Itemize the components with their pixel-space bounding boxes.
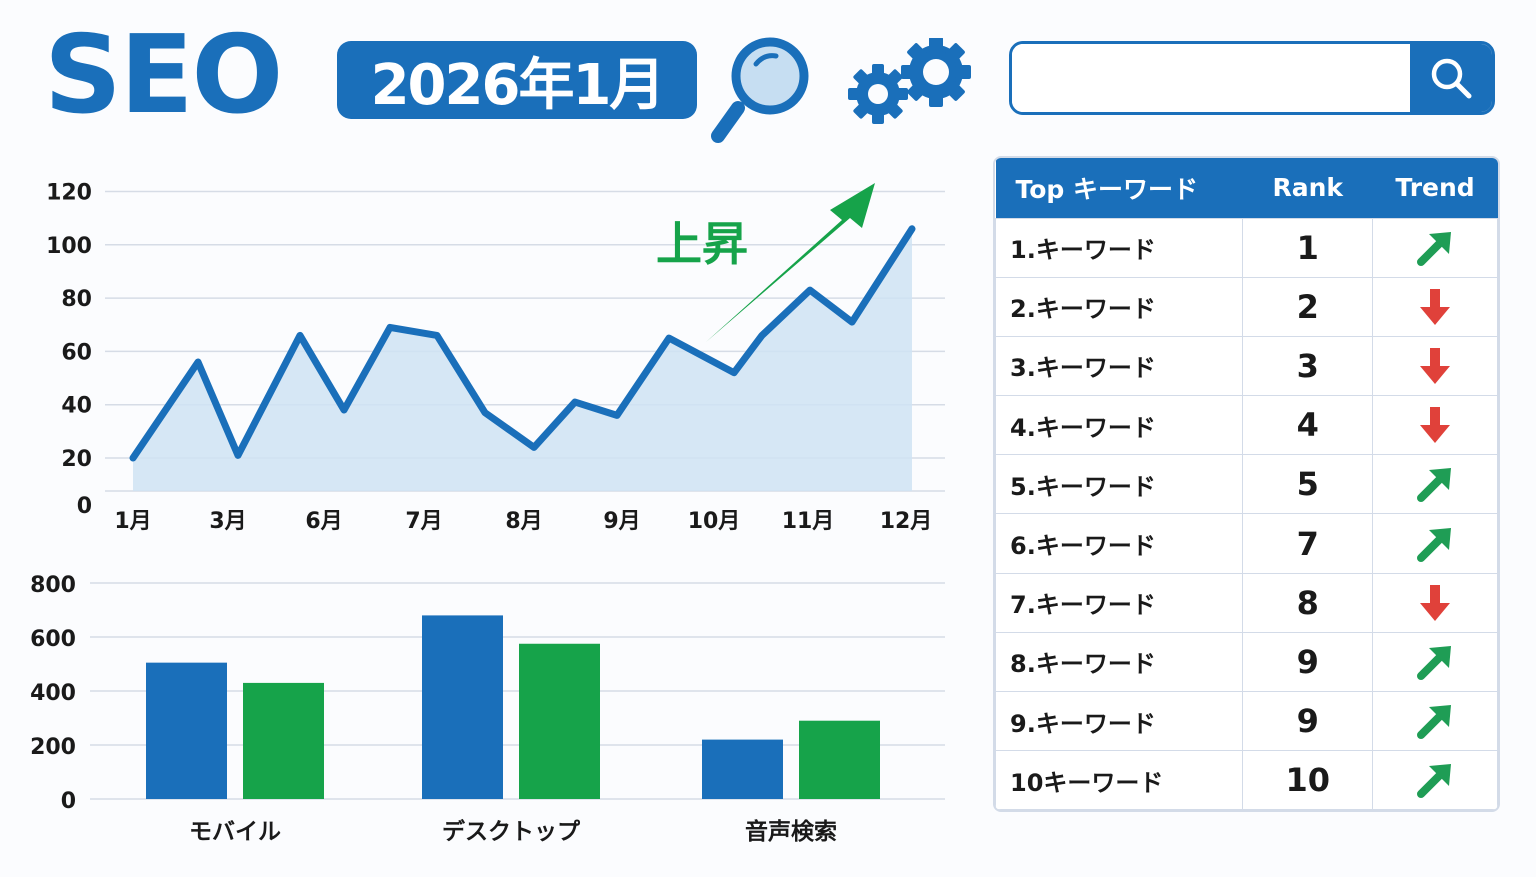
keyword-cell: 9.キーワード	[995, 690, 1244, 752]
table-row[interactable]: 1.キーワード 1	[995, 217, 1498, 278]
y-tick-label: 0	[77, 494, 92, 519]
rank-cell: 4	[1242, 395, 1374, 456]
y-tick-label: 200	[30, 735, 76, 760]
x-tick-label: 10月	[688, 509, 741, 534]
x-tick-label: 7月	[405, 509, 442, 534]
rank-cell: 1	[1242, 217, 1374, 278]
trend-up-arrow-icon	[1417, 764, 1452, 799]
rank-cell: 10	[1242, 750, 1374, 811]
keyword-cell: 8.キーワード	[995, 631, 1244, 693]
rank-cell: 8	[1242, 572, 1374, 633]
x-tick-label: 12月	[880, 509, 933, 534]
keyword-cell: 6.キーワード	[995, 513, 1244, 574]
table-row[interactable]: 8.キーワード 9	[995, 631, 1498, 693]
header-rank[interactable]: Rank	[1242, 158, 1373, 218]
table-row[interactable]: 10キーワード 10	[995, 750, 1498, 811]
trend-down-arrow-icon	[1420, 584, 1451, 621]
trend-cell	[1372, 335, 1498, 397]
category-label: モバイル	[189, 819, 281, 845]
bar	[243, 682, 324, 799]
y-tick-label: 120	[46, 181, 92, 206]
rank-cell: 3	[1242, 335, 1374, 397]
trend-up-arrow-icon	[1417, 231, 1452, 266]
device-bar-chart: 0 200 400 600 800 モバイル デスクトップ 音声検索	[30, 573, 945, 845]
trend-down-arrow-icon	[1420, 288, 1451, 325]
trend-cell	[1372, 690, 1498, 752]
y-tick-label: 800	[30, 573, 76, 598]
bar	[519, 643, 600, 799]
y-tick-label: 80	[61, 287, 92, 312]
bar	[422, 615, 503, 799]
rank-cell: 9	[1242, 690, 1374, 752]
search-bar	[1009, 41, 1495, 115]
table-row[interactable]: 7.キーワード 8	[995, 572, 1498, 633]
x-tick-label: 6月	[305, 509, 342, 534]
trend-up-arrow-icon	[1417, 527, 1452, 562]
trend-down-arrow-icon	[1420, 347, 1451, 384]
trend-cell	[1372, 217, 1498, 278]
keyword-cell: 1.キーワード	[995, 217, 1244, 278]
keyword-cell: 7.キーワード	[995, 572, 1244, 633]
x-tick-label: 1月	[114, 509, 151, 534]
gears-icon	[848, 38, 971, 124]
annotation-label: 上昇	[656, 217, 748, 271]
table-row[interactable]: 2.キーワード 2	[995, 276, 1498, 337]
x-tick-label: 11月	[782, 509, 835, 534]
y-tick-label: 600	[30, 627, 76, 652]
trend-cell	[1372, 276, 1498, 337]
ranking-line-chart: 0 20 40 60 80 100 120 1月 3月 6月 7月 8月 9月 10月 11月 12月 上昇	[46, 181, 945, 534]
keyword-cell: 3.キーワード	[995, 335, 1244, 397]
bar	[799, 720, 880, 799]
trend-down-arrow-icon	[1420, 407, 1451, 444]
category-label: デスクトップ	[442, 818, 581, 845]
header-trend[interactable]: Trend	[1372, 158, 1498, 218]
bar	[146, 662, 227, 799]
x-tick-label: 8月	[505, 509, 542, 534]
table-row[interactable]: 5.キーワード 5	[995, 454, 1498, 515]
keyword-table: Top キーワード Rank Trend 1.キーワード 1 2.キーワード 2 3.キ…	[995, 158, 1498, 811]
trend-cell	[1372, 395, 1498, 456]
keyword-cell: 5.キーワード	[995, 454, 1244, 515]
y-tick-label: 40	[61, 394, 92, 419]
rank-cell: 5	[1242, 454, 1374, 515]
trend-up-arrow-icon	[1417, 705, 1452, 740]
trend-up-arrow-icon	[1417, 468, 1452, 503]
y-tick-label: 400	[30, 681, 76, 706]
keyword-cell: 2.キーワード	[995, 276, 1244, 337]
y-tick-label: 20	[61, 447, 92, 472]
trend-cell	[1372, 631, 1498, 693]
category-label: 音声検索	[745, 818, 837, 845]
keyword-cell: 10キーワード	[995, 750, 1244, 811]
x-tick-label: 3月	[209, 509, 246, 534]
keyword-cell: 4.キーワード	[995, 395, 1244, 456]
rank-cell: 9	[1242, 631, 1374, 693]
search-button[interactable]	[1410, 44, 1492, 112]
trend-cell	[1372, 572, 1498, 633]
table-row[interactable]: 6.キーワード 7	[995, 513, 1498, 574]
y-tick-label: 0	[61, 789, 76, 814]
trend-cell	[1372, 454, 1498, 515]
trend-up-arrow-icon	[1417, 645, 1452, 680]
trend-cell	[1372, 750, 1498, 811]
y-tick-label: 60	[61, 340, 92, 365]
header-keyword[interactable]: Top キーワード	[995, 158, 1243, 218]
date-badge: 2026年1月	[337, 41, 697, 119]
bar	[702, 739, 783, 799]
y-tick-label: 100	[46, 234, 92, 259]
search-icon	[1431, 58, 1472, 99]
rank-cell: 7	[1242, 513, 1374, 574]
page-title: SEO	[44, 13, 283, 138]
table-header-row: Top キーワード Rank Trend	[995, 158, 1498, 218]
table-row[interactable]: 3.キーワード 3	[995, 335, 1498, 397]
table-row[interactable]: 9.キーワード 9	[995, 690, 1498, 752]
growth-arrow-icon	[706, 183, 875, 342]
search-input[interactable]	[1012, 44, 1410, 112]
x-tick-label: 9月	[603, 509, 640, 534]
magnifier-icon	[711, 37, 809, 143]
trend-cell	[1372, 513, 1498, 574]
table-row[interactable]: 4.キーワード 4	[995, 395, 1498, 456]
rank-cell: 2	[1242, 276, 1374, 337]
